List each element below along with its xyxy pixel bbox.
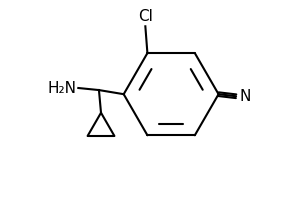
Text: N: N [240, 89, 251, 104]
Text: H₂N: H₂N [48, 80, 77, 96]
Text: Cl: Cl [138, 9, 153, 24]
